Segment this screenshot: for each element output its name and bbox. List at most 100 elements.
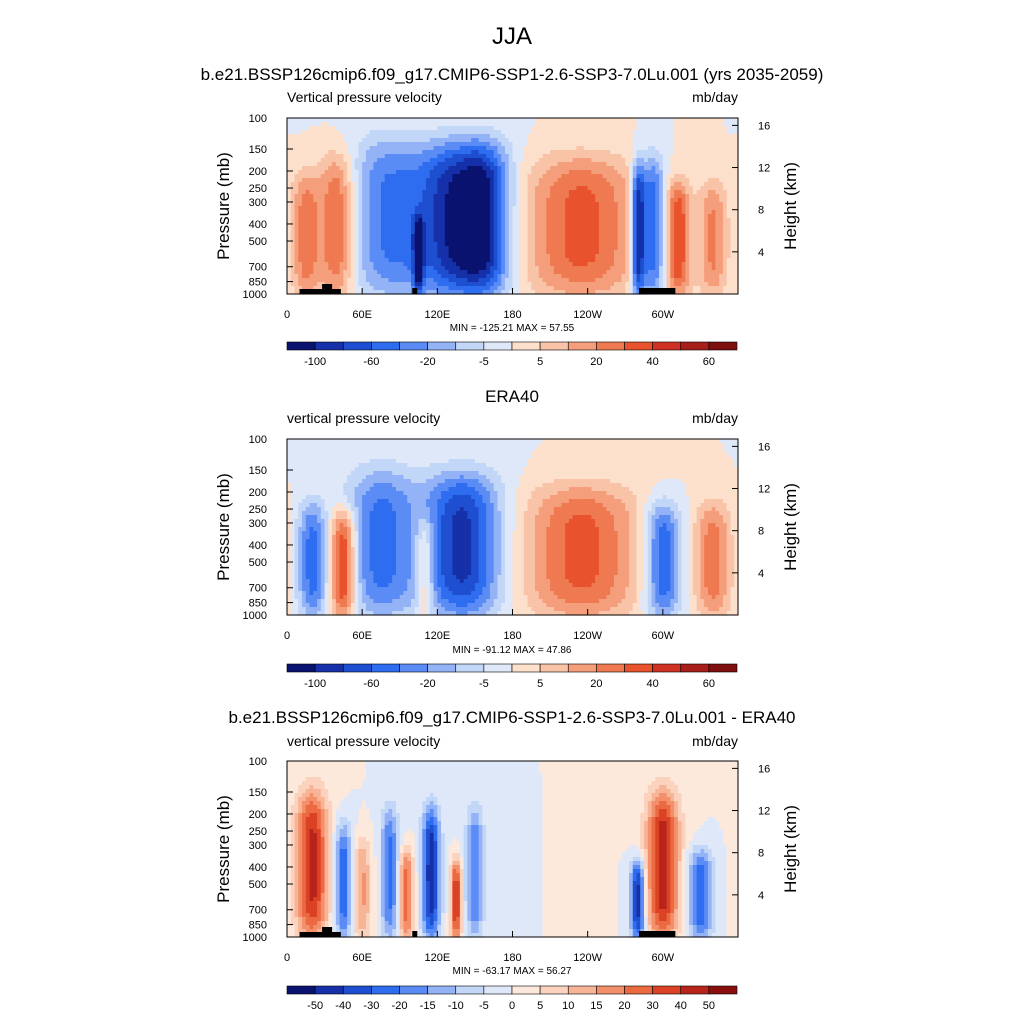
heatmap-cell [591,162,596,167]
heatmap-cell [632,166,638,171]
heatmap-cell [681,182,686,187]
heatmap-cell [324,210,329,215]
heatmap-cell [613,266,619,271]
heatmap-cell [602,218,608,223]
heatmap-cell [520,150,525,155]
heatmap-cell [700,146,705,151]
heatmap-cell [520,266,525,271]
heatmap-cell [700,278,705,283]
heatmap-cell [689,130,694,135]
heatmap-cell [429,162,435,167]
heatmap-cell [467,150,472,155]
heatmap-cell [388,266,393,271]
heatmap-cell [403,206,408,211]
heatmap-cell [399,278,405,283]
heatmap-cell [685,242,690,247]
heatmap-cell [380,154,386,159]
heatmap-cell [550,178,555,183]
heatmap-cell [651,238,656,243]
heatmap-cell [557,246,562,251]
heatmap-cell [629,246,634,251]
heatmap-cell [546,202,551,207]
heatmap-cell [516,154,521,159]
heatmap-cell [399,226,405,231]
heatmap-cell [546,254,551,259]
heatmap-cell [711,194,717,199]
heatmap-cell [572,118,577,123]
heatmap-cell [535,290,540,295]
heatmap-cell [651,242,656,247]
heatmap-cell [527,142,532,147]
heatmap-cell [354,286,360,291]
heatmap-cell [696,246,702,251]
heatmap-cell [621,170,626,175]
heatmap-cell [448,242,453,247]
heatmap-cell [644,258,649,263]
heatmap-cell [418,154,423,159]
heatmap-cell [531,154,536,159]
heatmap-cell [553,134,559,139]
heatmap-cell [501,222,506,227]
heatmap-cell [689,270,694,275]
heatmap-cell [670,170,675,175]
heatmap-cell [350,230,356,235]
heatmap-cell [313,158,318,163]
heatmap-cell [520,222,525,227]
heatmap-cell [426,206,431,211]
heatmap-cell [452,218,457,223]
heatmap-cell [538,222,544,227]
heatmap-cell [692,270,698,275]
heatmap-cell [369,118,375,123]
heatmap-cell [561,134,566,139]
heatmap-cell [587,246,593,251]
heatmap-cell [689,154,694,159]
heatmap-cell [598,190,604,195]
heatmap-cell [629,270,634,275]
heatmap-cell [512,222,517,227]
heatmap-cell [369,274,375,279]
heatmap-cell [677,190,683,195]
heatmap-cell [629,154,634,159]
heatmap-cell [302,234,307,239]
heatmap-cell [591,266,596,271]
heatmap-cell [666,130,671,135]
heatmap-cell [583,254,589,259]
heatmap-cell [471,166,476,171]
heatmap-cell [625,166,630,171]
heatmap-cell [598,254,604,259]
heatmap-cell [343,182,348,187]
heatmap-cell [403,222,408,227]
heatmap-cell [328,270,333,275]
heatmap-cell [587,186,593,191]
heatmap-cell [384,218,390,223]
heatmap-cell [666,270,671,275]
heatmap-cell [380,138,386,143]
heatmap-cell [467,118,472,123]
heatmap-cell [294,166,299,171]
heatmap-cell [328,178,333,183]
heatmap-cell [456,198,461,203]
heatmap-cell [347,190,352,195]
heatmap-cell [550,162,555,167]
heatmap-cell [546,126,551,131]
heatmap-cell [309,162,314,167]
heatmap-cell [520,190,525,195]
heatmap-cell [666,134,671,139]
heatmap-cell [426,142,431,147]
heatmap-cell [707,198,713,203]
heatmap-cell [632,142,638,147]
heatmap-cell [677,166,683,171]
heatmap-cell [324,214,329,219]
heatmap-cell [320,190,326,195]
heatmap-cell [429,150,435,155]
heatmap-cell [629,210,634,215]
heatmap-cell [302,202,307,207]
heatmap-cell [448,150,453,155]
heatmap-cell [493,158,499,163]
heatmap-cell [531,206,536,211]
heatmap-cell [542,130,547,135]
heatmap-cell [670,158,675,163]
heatmap-cell [399,178,405,183]
heatmap-cell [647,278,653,283]
heatmap-cell [493,162,499,167]
